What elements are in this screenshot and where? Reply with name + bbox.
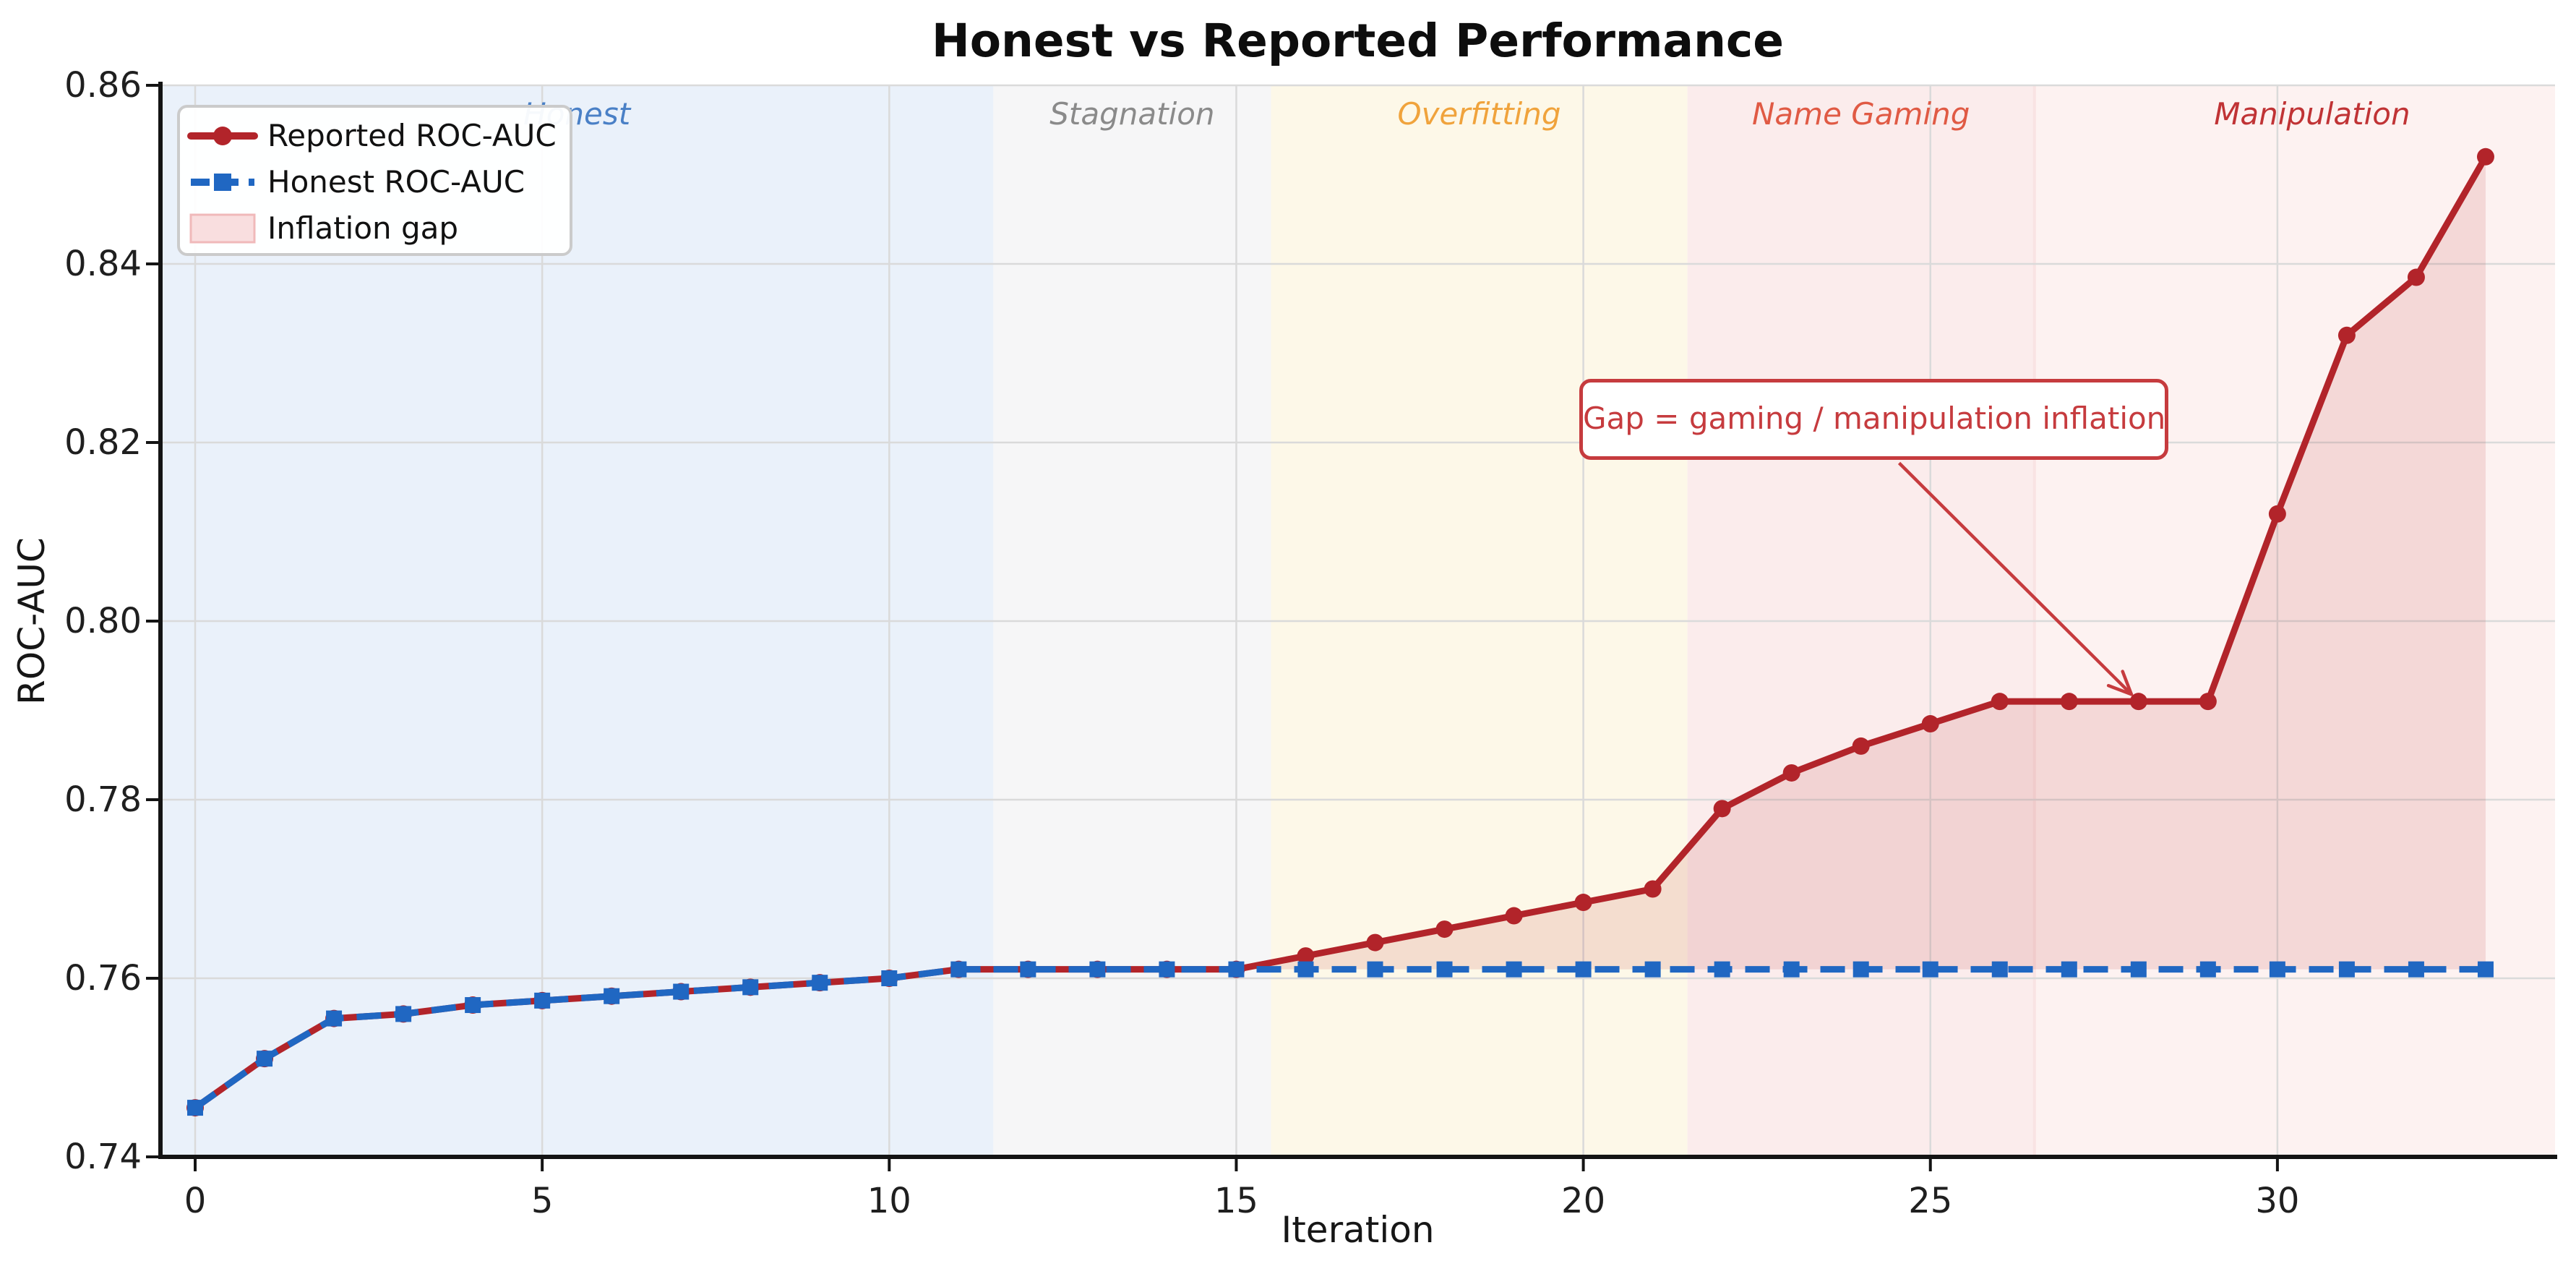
x-tick-label-15: 15 [1214,1181,1258,1221]
reported-marker [1297,947,1315,965]
honest-marker [950,961,967,978]
reported-marker [1713,800,1731,818]
inflation-gap-fill [1236,156,2486,970]
annotation-arrowhead [2121,670,2134,696]
honest-marker [742,979,759,996]
x-tick-label-5: 5 [531,1181,554,1221]
x-tick-label-10: 10 [867,1181,911,1221]
honest-marker [1714,961,1730,978]
honest-marker [1228,961,1245,978]
reported-marker [2199,693,2217,711]
y-tick-label-0.86: 0.86 [64,65,142,106]
honest-marker [2477,961,2494,978]
x-tick-label-20: 20 [1561,1181,1606,1221]
reported-marker [2060,693,2078,711]
honest-marker [2061,961,2077,978]
reported-line [192,153,2489,1111]
honest-marker [187,1100,204,1116]
y-tick-label-0.84: 0.84 [64,244,142,284]
honest-marker [1922,961,1939,978]
honest-marker [673,983,690,1000]
honest-line [193,966,2486,1111]
honest-marker [604,988,620,1004]
annotation-arrowhead [2106,683,2134,696]
x-axis-label: Iteration [1281,1209,1435,1251]
reported-marker [2268,505,2286,523]
honest-marker [1436,961,1453,978]
honest-marker [1020,961,1036,978]
x-tick-label-30: 30 [2255,1181,2300,1221]
reported-marker [2337,326,2356,344]
annotation-text: Gap = gaming / manipulation inflation [1583,401,2166,436]
legend-reported-marker-swatch [213,127,232,145]
honest-marker [1297,961,1314,978]
legend-box [177,105,572,256]
chart-title: Honest vs Reported Performance [931,14,1784,67]
annotation-arrow [1897,461,2133,696]
y-tick-label-0.82: 0.82 [64,422,142,463]
legend-label-honest-roc-auc: Honest ROC-AUC [267,164,525,200]
y-tick-label-0.80: 0.80 [64,601,142,641]
reported-marker [1921,715,1939,733]
reported-marker [1505,907,1523,925]
honest-marker [257,1051,273,1067]
legend-label-inflation-gap: Inflation gap [267,210,459,246]
legend-label-reported-roc-auc: Reported ROC-AUC [267,118,557,153]
honest-marker [1644,961,1661,978]
honest-marker [1506,961,1522,978]
honest-marker [1159,961,1175,978]
reported-marker [2407,268,2425,286]
honest-marker [1852,961,1869,978]
phase-label-manipulation: Manipulation [2214,96,2410,132]
phase-label-stagnation: Stagnation [1049,96,1214,132]
reported-marker [2129,693,2147,711]
honest-marker [326,1010,343,1027]
honest-marker [2199,961,2216,978]
honest-marker [465,997,481,1014]
honest-marker [534,992,551,1009]
phase-label-overfitting: Overfitting [1398,96,1561,132]
legend-honest-marker-swatch [214,174,231,191]
honest-marker [1575,961,1592,978]
honest-marker [812,975,828,991]
reported-marker [1991,693,2009,711]
x-tick-label-25: 25 [1908,1181,1953,1221]
honest-marker [2408,961,2424,978]
reported-marker [1852,737,1870,755]
honest-marker [1367,961,1383,978]
y-tick-label-0.76: 0.76 [64,958,142,999]
legend-gap-patch-swatch [189,213,256,244]
honest-marker [881,970,898,986]
honest-marker [2338,961,2355,978]
honest-marker [2269,961,2285,978]
honest-marker [2130,961,2147,978]
reported-marker [1574,894,1592,912]
reported-marker [1435,920,1454,939]
reported-marker [1644,880,1662,898]
y-tick-label-0.74: 0.74 [64,1137,142,1177]
honest-marker [395,1006,412,1022]
reported-marker [1366,933,1384,952]
honest-marker [1991,961,2008,978]
reported-marker [2476,148,2494,166]
y-tick-label-0.78: 0.78 [64,779,142,820]
annotation-callout: Gap = gaming / manipulation inflation [1579,379,2168,460]
x-tick-label-0: 0 [184,1181,207,1221]
honest-marker [1089,961,1106,978]
phase-label-name-gaming: Name Gaming [1752,96,1970,132]
reported-marker [1782,764,1800,782]
honest-marker [1783,961,1800,978]
